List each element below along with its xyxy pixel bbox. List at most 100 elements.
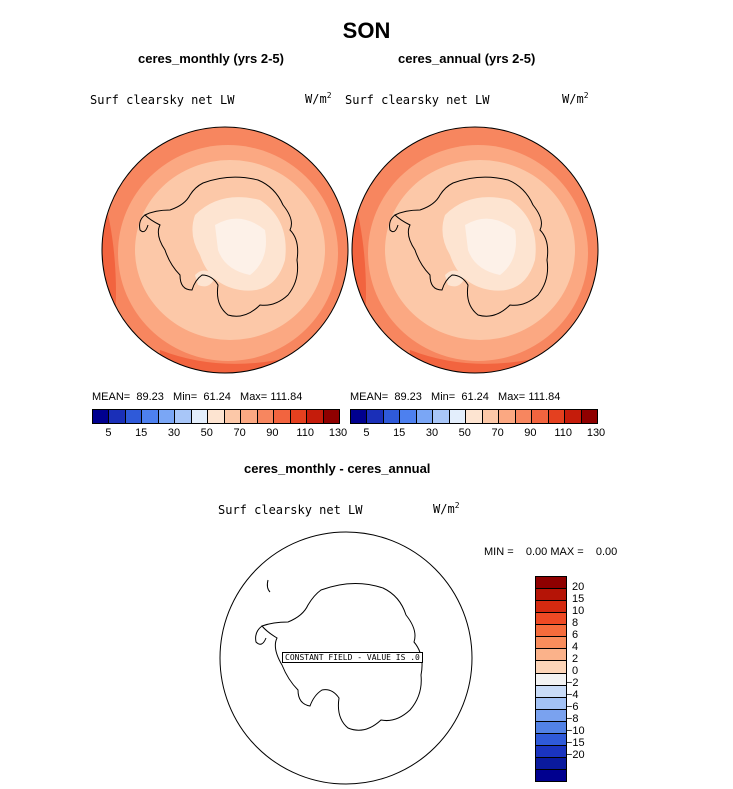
colorbar-annual-swatch [400, 410, 417, 423]
map-annual [351, 126, 599, 374]
colorbar-diff-tick-label: −4 [566, 689, 579, 701]
colorbar-diff-swatch [536, 721, 566, 734]
panel-monthly-subtitle: ceres_monthly (yrs 2-5) [138, 51, 284, 66]
colorbar-monthly-swatch [158, 410, 176, 423]
panel-monthly-field-label: Surf clearsky net LW [90, 93, 235, 107]
colorbar-annual-swatch [466, 410, 483, 423]
colorbar-diff-tick-label: 20 [572, 581, 585, 593]
colorbar-diff-tick-label: 4 [572, 641, 579, 653]
colorbar-monthly-tick-label: 15 [135, 427, 148, 439]
colorbar-diff-tick-label: −20 [566, 749, 585, 761]
colorbar-diff-swatch [536, 745, 566, 758]
panel-monthly-units: W/m2 [305, 91, 332, 106]
colorbar-diff-tick-label: 6 [572, 629, 579, 641]
colorbar-diff-swatch [536, 601, 566, 614]
colorbar-monthly-tick-label: 50 [200, 427, 213, 439]
colorbar-annual-tick-label: 50 [458, 427, 471, 439]
colorbar-monthly-swatch [274, 410, 291, 423]
colorbar-annual-swatch [515, 410, 533, 423]
colorbar-diff-tick-label: 15 [572, 593, 585, 605]
colorbar-annual-swatch [449, 410, 467, 423]
colorbar-diff-swatch [536, 770, 566, 782]
colorbar-monthly-swatch [323, 410, 340, 423]
colorbar-diff-swatch [536, 757, 566, 770]
diff-units: W/m2 [433, 501, 460, 516]
colorbar-annual [350, 409, 598, 424]
colorbar-annual-swatch [548, 410, 566, 423]
diff-subtitle: ceres_monthly - ceres_annual [244, 461, 431, 476]
colorbar-diff-tick-label: 0 [572, 665, 579, 677]
colorbar-diff-tick-label: −2 [566, 677, 579, 689]
colorbar-monthly-swatch [307, 410, 324, 423]
colorbar-diff [535, 576, 567, 782]
colorbar-monthly-swatch [93, 410, 110, 423]
colorbar-monthly-swatch [290, 410, 308, 423]
panel-annual-subtitle: ceres_annual (yrs 2-5) [398, 51, 536, 66]
colorbar-annual-swatch [581, 410, 598, 423]
colorbar-monthly-swatch [175, 410, 192, 423]
colorbar-monthly-swatch [125, 410, 143, 423]
panel-annual-field-label: Surf clearsky net LW [345, 93, 490, 107]
colorbar-monthly-tick-label: 110 [296, 427, 314, 439]
colorbar-monthly-swatch [208, 410, 225, 423]
colorbar-diff-tick-label: −8 [566, 713, 579, 725]
colorbar-monthly-swatch [142, 410, 159, 423]
colorbar-diff-swatch [536, 733, 566, 746]
colorbar-annual-swatch [367, 410, 384, 423]
colorbar-annual-tick-label: 90 [524, 427, 537, 439]
colorbar-annual-labels: 5 15 30 50 70 90 110 130 [350, 427, 605, 441]
colorbar-annual-tick-label: 30 [425, 427, 439, 439]
colorbar-annual-swatch [532, 410, 549, 423]
panel-monthly-stats: MEAN= 89.23 Min= 61.24 Max= 111.84 [92, 391, 303, 403]
colorbar-monthly-tick-label: 130 [328, 427, 348, 439]
panel-annual-stats: MEAN= 89.23 Min= 61.24 Max= 111.84 [350, 391, 561, 403]
colorbar-annual-swatch [565, 410, 582, 423]
colorbar-annual-swatch [482, 410, 500, 423]
colorbar-monthly-swatch [224, 410, 242, 423]
diff-field-label: Surf clearsky net LW [218, 503, 363, 517]
map-diff [219, 531, 473, 785]
colorbar-annual-swatch [433, 410, 450, 423]
colorbar-diff-tick-label: 2 [572, 653, 579, 665]
colorbar-monthly-tick-label: 90 [266, 427, 279, 439]
constant-field-label: CONSTANT FIELD - VALUE IS .0 [282, 652, 423, 663]
colorbar-diff-swatch [536, 697, 566, 710]
colorbar-diff-swatch [536, 709, 566, 722]
colorbar-diff-tick-label: −15 [566, 737, 585, 749]
page-title: SON [342, 18, 391, 43]
colorbar-diff-swatch [536, 685, 566, 698]
colorbar-diff-swatch [536, 637, 566, 650]
colorbar-monthly [92, 409, 340, 424]
colorbar-annual-swatch [383, 410, 401, 423]
map-monthly [101, 126, 349, 374]
colorbar-monthly-tick-label: 30 [167, 427, 181, 439]
colorbar-diff-swatch [536, 589, 566, 602]
colorbar-monthly-swatch [257, 410, 275, 423]
colorbar-diff-tick-label: −6 [566, 701, 579, 713]
colorbar-diff-swatch [536, 577, 566, 590]
colorbar-annual-tick-label: 5 [363, 427, 370, 439]
colorbar-annual-swatch [499, 410, 516, 423]
colorbar-monthly-labels: 5 15 30 50 70 90 110 130 [92, 427, 347, 441]
colorbar-diff-tick-label: 8 [572, 617, 579, 629]
colorbar-annual-swatch [416, 410, 434, 423]
colorbar-diff-swatch [536, 661, 566, 674]
colorbar-monthly-tick-label: 5 [105, 427, 112, 439]
colorbar-diff-labels: 20 15 10 8 6 4 2 0 −2 −4 −6 −8 −10 −15 −20 [566, 576, 612, 780]
colorbar-diff-tick-label: −10 [566, 725, 585, 737]
colorbar-diff-swatch [536, 649, 566, 662]
colorbar-diff-swatch [536, 625, 566, 638]
colorbar-diff-swatch [536, 613, 566, 626]
colorbar-annual-swatch [351, 410, 368, 423]
colorbar-monthly-swatch [191, 410, 209, 423]
colorbar-diff-swatch [536, 673, 566, 686]
colorbar-annual-tick-label: 110 [554, 427, 572, 439]
panel-annual-units: W/m2 [562, 91, 589, 106]
colorbar-annual-tick-label: 130 [586, 427, 606, 439]
colorbar-diff-tick-label: 10 [572, 605, 585, 617]
colorbar-annual-tick-label: 70 [491, 427, 504, 439]
colorbar-annual-tick-label: 15 [393, 427, 406, 439]
diff-stats: MIN = 0.00 MAX = 0.00 [484, 546, 618, 558]
colorbar-monthly-swatch [109, 410, 126, 423]
colorbar-monthly-tick-label: 70 [233, 427, 246, 439]
